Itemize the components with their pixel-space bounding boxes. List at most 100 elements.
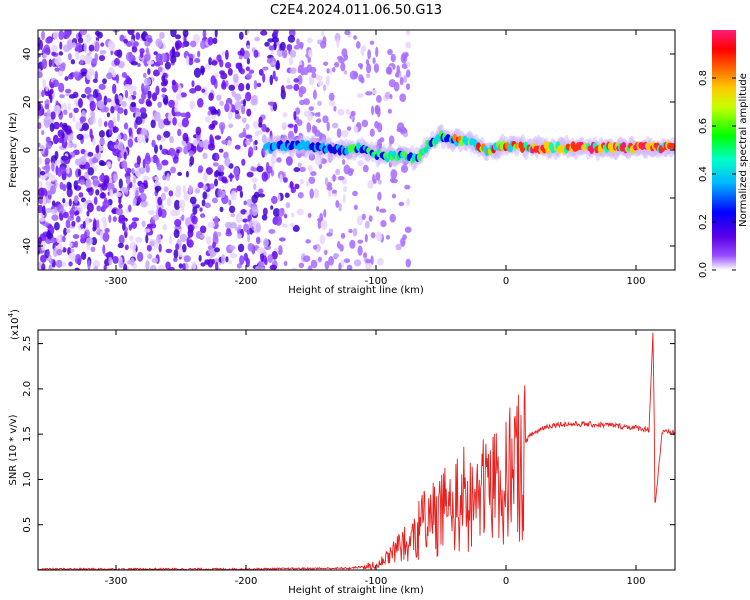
heatmap-cell bbox=[64, 88, 72, 94]
heatmap-cell bbox=[87, 167, 95, 176]
heatmap-cell bbox=[73, 143, 77, 149]
heatmap-cell bbox=[181, 243, 187, 253]
heatmap-cell bbox=[225, 221, 233, 229]
heatmap-cell bbox=[102, 232, 110, 242]
heatmap-cell bbox=[150, 119, 156, 129]
heatmap-cell bbox=[94, 41, 100, 52]
heatmap-cell bbox=[99, 49, 107, 55]
heatmap-cell bbox=[324, 260, 330, 270]
heatmap-cell bbox=[247, 242, 254, 252]
heatmap-cell bbox=[158, 264, 165, 270]
heatmap-cell bbox=[68, 73, 74, 80]
heatmap-cell bbox=[219, 206, 224, 213]
heatmap-cell bbox=[366, 63, 372, 74]
heatmap-cell bbox=[57, 167, 62, 178]
heatmap-cell bbox=[40, 240, 46, 251]
heatmap-cell bbox=[161, 159, 169, 166]
heatmap-cell bbox=[345, 108, 351, 116]
heatmap-cell bbox=[185, 111, 191, 119]
heatmap-cell bbox=[46, 108, 51, 118]
heatmap-cell bbox=[89, 100, 96, 112]
heatmap-cell bbox=[135, 32, 141, 40]
heatmap-cell bbox=[194, 85, 202, 92]
heatmap-cell bbox=[83, 43, 87, 53]
heatmap-cell bbox=[124, 226, 129, 233]
heatmap-cell bbox=[324, 177, 329, 186]
heatmap-cell bbox=[286, 43, 293, 51]
heatmap-cell bbox=[124, 187, 129, 195]
heatmap-cell bbox=[362, 252, 368, 259]
heatmap-cell bbox=[50, 237, 55, 244]
heatmap-cell bbox=[199, 234, 205, 239]
heatmap-cell bbox=[261, 123, 267, 133]
heatmap-cell bbox=[221, 254, 226, 265]
heatmap-cell bbox=[213, 215, 219, 226]
heatmap-cell bbox=[288, 56, 294, 66]
heatmap-cell bbox=[131, 217, 140, 222]
heatmap-cell bbox=[61, 155, 69, 161]
heatmap-cell bbox=[71, 205, 75, 210]
heatmap-cell bbox=[106, 72, 113, 80]
heatmap-cell bbox=[406, 198, 411, 206]
heatmap-cell bbox=[144, 155, 151, 165]
heatmap-cell bbox=[112, 216, 117, 222]
heatmap-cell bbox=[245, 123, 250, 130]
heatmap-cell bbox=[248, 220, 253, 229]
heatmap-cell bbox=[279, 41, 286, 51]
heatmap-cell bbox=[66, 181, 72, 191]
heatmap-cell bbox=[285, 156, 293, 166]
heatmap-cell bbox=[370, 89, 378, 94]
heatmap-cell bbox=[71, 220, 76, 227]
heatmap-cell bbox=[38, 157, 43, 165]
heatmap-cell bbox=[309, 137, 316, 144]
heatmap-cell bbox=[192, 261, 196, 270]
heatmap-cell bbox=[159, 31, 165, 40]
heatmap-cell bbox=[45, 141, 53, 150]
heatmap-cell bbox=[305, 181, 311, 187]
heatmap-cell bbox=[42, 53, 48, 59]
heatmap-cell bbox=[290, 186, 296, 194]
heatmap-cell bbox=[232, 73, 239, 84]
heatmap-cell bbox=[235, 110, 239, 115]
heatmap-cell bbox=[235, 212, 243, 224]
heatmap-cell bbox=[271, 250, 278, 260]
heatmap-cell bbox=[403, 74, 408, 84]
heatmap-cell bbox=[268, 45, 275, 51]
heatmap-cell bbox=[376, 257, 384, 266]
heatmap-cell bbox=[325, 75, 330, 86]
heatmap-cell bbox=[193, 223, 199, 230]
heatmap-cell bbox=[38, 71, 43, 79]
heatmap-cell bbox=[224, 156, 231, 167]
heatmap-cell bbox=[49, 88, 54, 95]
heatmap-cell bbox=[261, 214, 268, 221]
colorbar-tick-label: 0.2 bbox=[698, 214, 709, 230]
heatmap-cell bbox=[92, 78, 98, 83]
heatmap-cell bbox=[224, 49, 229, 60]
heatmap-cell bbox=[107, 119, 114, 129]
heatmap-cell bbox=[127, 138, 134, 148]
heatmap-cell bbox=[55, 100, 59, 106]
snr-multiplier-close: ) bbox=[10, 309, 21, 313]
heatmap-cell bbox=[284, 192, 290, 198]
heatmap-cell bbox=[68, 198, 72, 207]
heatmap-cell bbox=[67, 53, 72, 61]
heatmap-cell bbox=[189, 40, 197, 48]
heatmap-cell bbox=[42, 205, 46, 216]
snr-ylabel: SNR (10 * v/v) bbox=[8, 414, 19, 485]
heatmap-cell bbox=[117, 141, 124, 151]
heatmap-cell bbox=[208, 92, 214, 101]
heatmap-cell bbox=[377, 179, 382, 185]
heatmap-cell bbox=[46, 249, 50, 257]
heatmap-cell bbox=[175, 42, 180, 51]
heatmap-cell bbox=[266, 57, 272, 64]
spectrogram-xtick-label: -200 bbox=[235, 276, 258, 287]
heatmap-cell bbox=[359, 65, 363, 70]
heatmap-cell bbox=[142, 72, 147, 78]
heatmap-cell bbox=[219, 59, 224, 68]
heatmap-cell bbox=[118, 234, 125, 245]
snr-ytick-label: 2.5 bbox=[22, 336, 33, 352]
heatmap-cell bbox=[217, 188, 223, 198]
heatmap-cell bbox=[105, 98, 112, 103]
spectrogram-xtick-label: 100 bbox=[626, 276, 645, 287]
